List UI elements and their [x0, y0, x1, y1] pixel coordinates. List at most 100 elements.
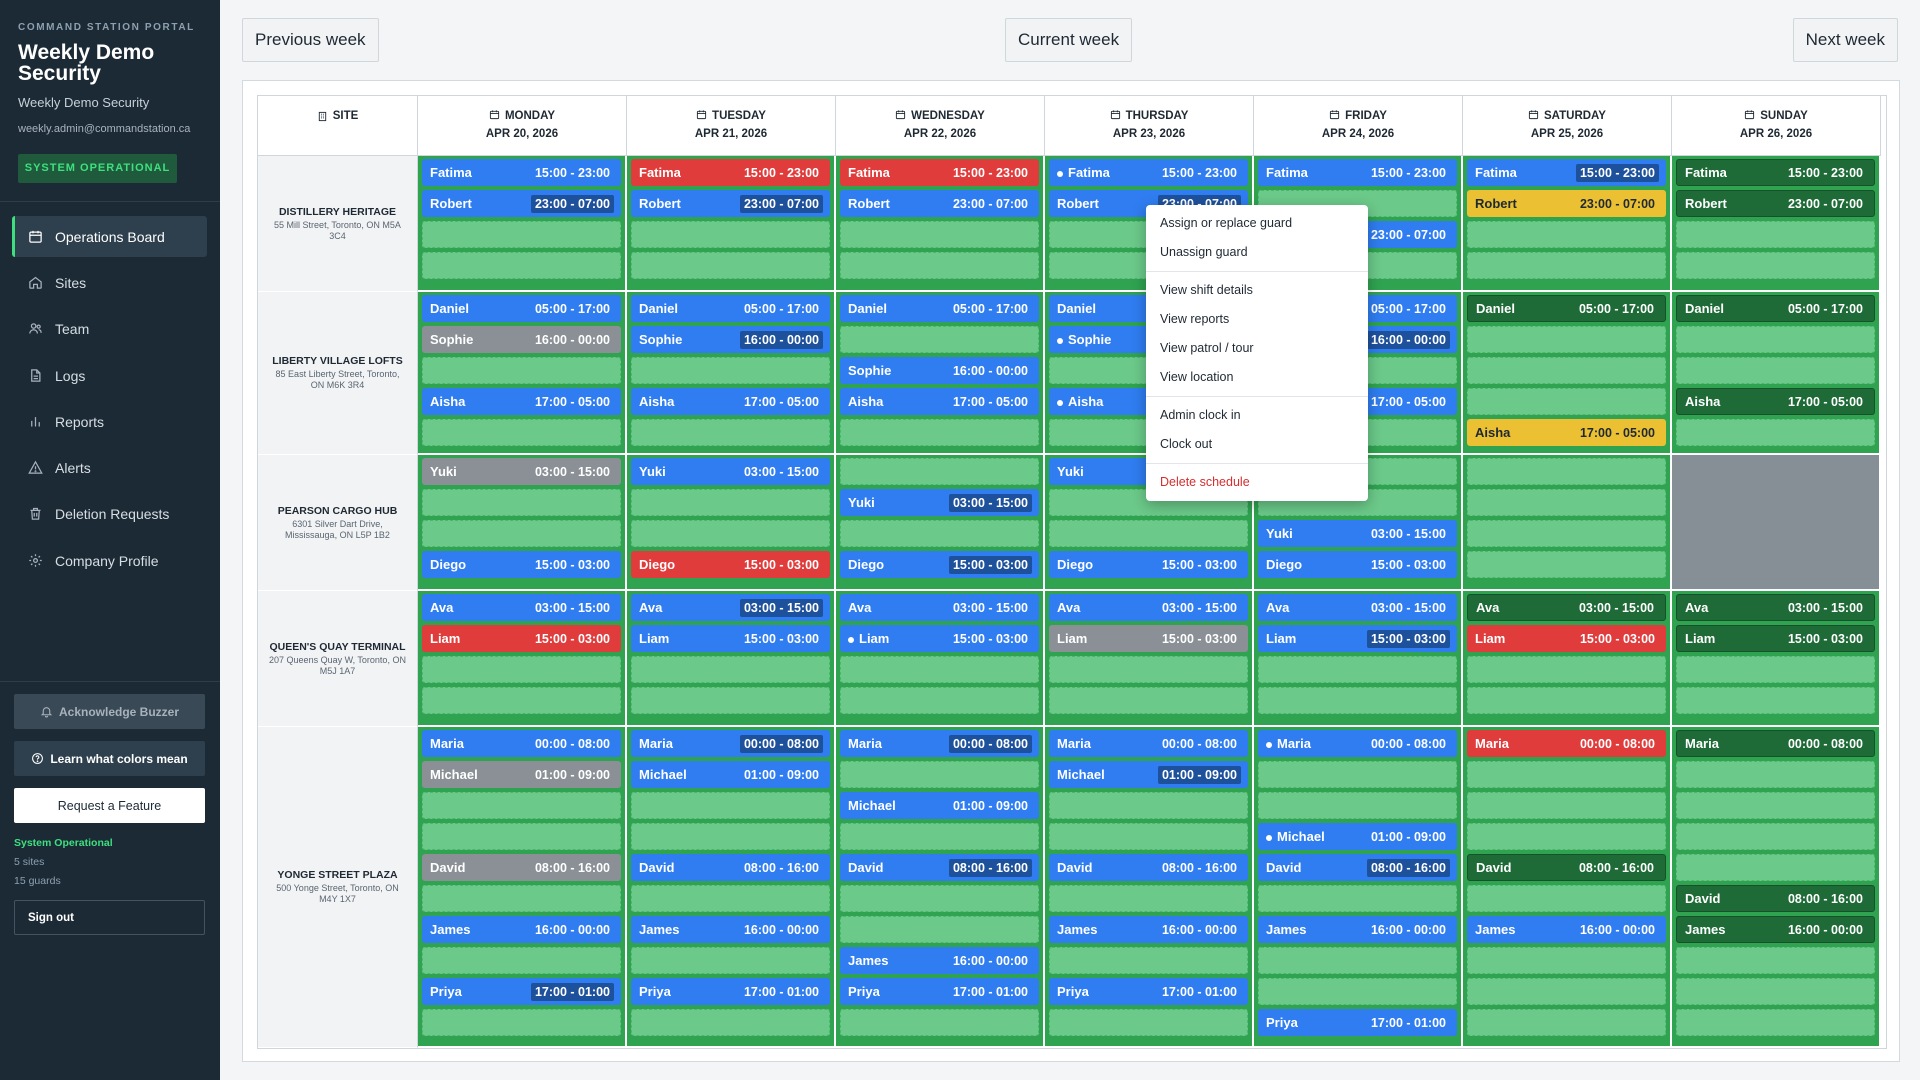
schedule-cell[interactable]: Daniel 05:00 - 17:00 Sophie 16:00 - 00:00 Ai…	[836, 292, 1045, 455]
empty-shift-slot[interactable]	[1467, 978, 1666, 1005]
shift-chip[interactable]: Michael 01:00 - 09:00	[422, 761, 621, 788]
empty-shift-slot[interactable]	[631, 656, 830, 683]
sidebar-item-sites[interactable]: Sites	[12, 262, 207, 303]
sidebar-item-logs[interactable]: Logs	[12, 355, 207, 396]
sidebar-item-operations-board[interactable]: Operations Board	[12, 216, 207, 257]
shift-chip[interactable]: Ava 03:00 - 15:00	[422, 594, 621, 621]
empty-shift-slot[interactable]	[631, 792, 830, 819]
empty-shift-slot[interactable]	[1676, 854, 1875, 881]
shift-chip[interactable]: James 16:00 - 00:00	[1676, 916, 1875, 943]
shift-chip[interactable]: Michael 01:00 - 09:00	[1049, 761, 1248, 788]
schedule-cell[interactable]: Daniel 05:00 - 17:00 Sophie 16:00 - 00:00 Ai…	[418, 292, 627, 455]
empty-shift-slot[interactable]	[1258, 761, 1457, 788]
shift-chip[interactable]: Ava 03:00 - 15:00	[840, 594, 1039, 621]
empty-shift-slot[interactable]	[1049, 885, 1248, 912]
empty-shift-slot[interactable]	[422, 885, 621, 912]
empty-shift-slot[interactable]	[1676, 357, 1875, 384]
shift-chip[interactable]: David 08:00 - 16:00	[422, 854, 621, 881]
schedule-cell[interactable]: Daniel 05:00 - 17:00 Aisha 17:00 - 05:00	[1463, 292, 1672, 455]
shift-chip[interactable]: Yuki 03:00 - 15:00	[422, 458, 621, 485]
empty-shift-slot[interactable]	[1676, 947, 1875, 974]
sidebar-item-reports[interactable]: Reports	[12, 401, 207, 442]
shift-chip[interactable]: Robert 23:00 - 07:00	[422, 190, 621, 217]
shift-chip[interactable]: Ava 03:00 - 15:00	[1258, 594, 1457, 621]
empty-shift-slot[interactable]	[1676, 823, 1875, 850]
schedule-cell[interactable]: Ava 03:00 - 15:00 Liam 15:00 - 03:00	[836, 591, 1045, 727]
shift-chip[interactable]: Robert 23:00 - 07:00	[1467, 190, 1666, 217]
current-week-button[interactable]: Current week	[1005, 18, 1133, 62]
menu-item-admin-clock-in[interactable]: Admin clock in	[1160, 408, 1241, 422]
schedule-cell[interactable]: Fatima 15:00 - 23:00 Robert 23:00 - 07:00	[627, 156, 836, 292]
schedule-cell[interactable]: Daniel 05:00 - 17:00 Aisha 17:00 - 05:00	[1672, 292, 1881, 455]
shift-chip[interactable]: Priya 17:00 - 01:00	[1258, 1009, 1457, 1036]
empty-shift-slot[interactable]	[840, 326, 1039, 353]
empty-shift-slot[interactable]	[631, 823, 830, 850]
shift-chip[interactable]: David 08:00 - 16:00	[1467, 854, 1666, 881]
empty-shift-slot[interactable]	[1258, 947, 1457, 974]
shift-chip[interactable]: Fatima 15:00 - 23:00	[631, 159, 830, 186]
empty-shift-slot[interactable]	[631, 419, 830, 446]
empty-shift-slot[interactable]	[422, 656, 621, 683]
schedule-cell[interactable]: Ava 03:00 - 15:00 Liam 15:00 - 03:00	[1254, 591, 1463, 727]
empty-shift-slot[interactable]	[1467, 326, 1666, 353]
empty-shift-slot[interactable]	[631, 357, 830, 384]
shift-chip[interactable]: James 16:00 - 00:00	[1258, 916, 1457, 943]
shift-chip[interactable]: Maria 00:00 - 08:00	[422, 730, 621, 757]
shift-chip[interactable]: Liam 15:00 - 03:00	[1467, 625, 1666, 652]
shift-chip[interactable]: Daniel 05:00 - 17:00	[422, 295, 621, 322]
empty-shift-slot[interactable]	[1676, 221, 1875, 248]
empty-shift-slot[interactable]	[1467, 520, 1666, 547]
shift-chip[interactable]: Liam 15:00 - 03:00	[1676, 625, 1875, 652]
shift-chip[interactable]: Fatima 15:00 - 23:00	[422, 159, 621, 186]
shift-chip[interactable]: Fatima 15:00 - 23:00	[840, 159, 1039, 186]
schedule-cell[interactable]: Maria 00:00 - 08:00 Michael 01:00 - 09:00 Da…	[1254, 727, 1463, 1048]
schedule-cell[interactable]: Fatima 15:00 - 23:00 Robert 23:00 - 07:00	[836, 156, 1045, 292]
menu-item-view-location[interactable]: View location	[1160, 370, 1234, 384]
empty-shift-slot[interactable]	[1676, 252, 1875, 279]
shift-chip[interactable]: Robert 23:00 - 07:00	[1676, 190, 1875, 217]
schedule-cell[interactable]: Ava 03:00 - 15:00 Liam 15:00 - 03:00	[418, 591, 627, 727]
empty-shift-slot[interactable]	[840, 520, 1039, 547]
shift-chip[interactable]: Sophie 16:00 - 00:00	[422, 326, 621, 353]
empty-shift-slot[interactable]	[840, 221, 1039, 248]
shift-chip[interactable]: Daniel 05:00 - 17:00	[631, 295, 830, 322]
schedule-cell[interactable]: Ava 03:00 - 15:00 Liam 15:00 - 03:00	[627, 591, 836, 727]
shift-chip[interactable]: James 16:00 - 00:00	[840, 947, 1039, 974]
shift-chip[interactable]: Ava 03:00 - 15:00	[631, 594, 830, 621]
menu-item-assign-or-replace-guard[interactable]: Assign or replace guard	[1160, 216, 1293, 230]
shift-chip[interactable]: Aisha 17:00 - 05:00	[1676, 388, 1875, 415]
shift-chip[interactable]: Michael 01:00 - 09:00	[631, 761, 830, 788]
schedule-cell[interactable]: Yuki 03:00 - 15:00 Diego 15:00 - 03:00	[836, 455, 1045, 591]
menu-item-view-reports[interactable]: View reports	[1160, 312, 1230, 326]
empty-shift-slot[interactable]	[422, 947, 621, 974]
shift-chip[interactable]: Ava 03:00 - 15:00	[1049, 594, 1248, 621]
empty-shift-slot[interactable]	[1676, 978, 1875, 1005]
shift-chip[interactable]: Maria 00:00 - 08:00	[840, 730, 1039, 757]
empty-shift-slot[interactable]	[840, 252, 1039, 279]
schedule-cell[interactable]: Maria 00:00 - 08:00 Michael 01:00 - 09:00 Da…	[418, 727, 627, 1048]
shift-chip[interactable]: Sophie 16:00 - 00:00	[631, 326, 830, 353]
empty-shift-slot[interactable]	[1258, 687, 1457, 714]
empty-shift-slot[interactable]	[1676, 419, 1875, 446]
schedule-cell[interactable]: Ava 03:00 - 15:00 Liam 15:00 - 03:00	[1045, 591, 1254, 727]
shift-chip[interactable]: Aisha 17:00 - 05:00	[422, 388, 621, 415]
empty-shift-slot[interactable]	[631, 520, 830, 547]
schedule-cell[interactable]: Yuki 03:00 - 15:00 Diego 15:00 - 03:00	[418, 455, 627, 591]
empty-shift-slot[interactable]	[631, 885, 830, 912]
shift-chip[interactable]: Yuki 03:00 - 15:00	[1258, 520, 1457, 547]
empty-shift-slot[interactable]	[1467, 252, 1666, 279]
shift-chip[interactable]: David 08:00 - 16:00	[1049, 854, 1248, 881]
empty-shift-slot[interactable]	[1676, 656, 1875, 683]
shift-chip[interactable]: Robert 23:00 - 07:00	[631, 190, 830, 217]
empty-shift-slot[interactable]	[631, 489, 830, 516]
empty-shift-slot[interactable]	[422, 221, 621, 248]
shift-chip[interactable]: Aisha 17:00 - 05:00	[840, 388, 1039, 415]
shift-chip[interactable]: Maria 00:00 - 08:00	[1467, 730, 1666, 757]
empty-shift-slot[interactable]	[1467, 221, 1666, 248]
empty-shift-slot[interactable]	[840, 885, 1039, 912]
shift-chip[interactable]: Liam 15:00 - 03:00	[840, 625, 1039, 652]
shift-chip[interactable]: Ava 03:00 - 15:00	[1676, 594, 1875, 621]
schedule-cell[interactable]: Fatima 15:00 - 23:00 Robert 23:00 - 07:00	[418, 156, 627, 292]
shift-chip[interactable]: Maria 00:00 - 08:00	[1049, 730, 1248, 757]
empty-shift-slot[interactable]	[422, 1009, 621, 1036]
